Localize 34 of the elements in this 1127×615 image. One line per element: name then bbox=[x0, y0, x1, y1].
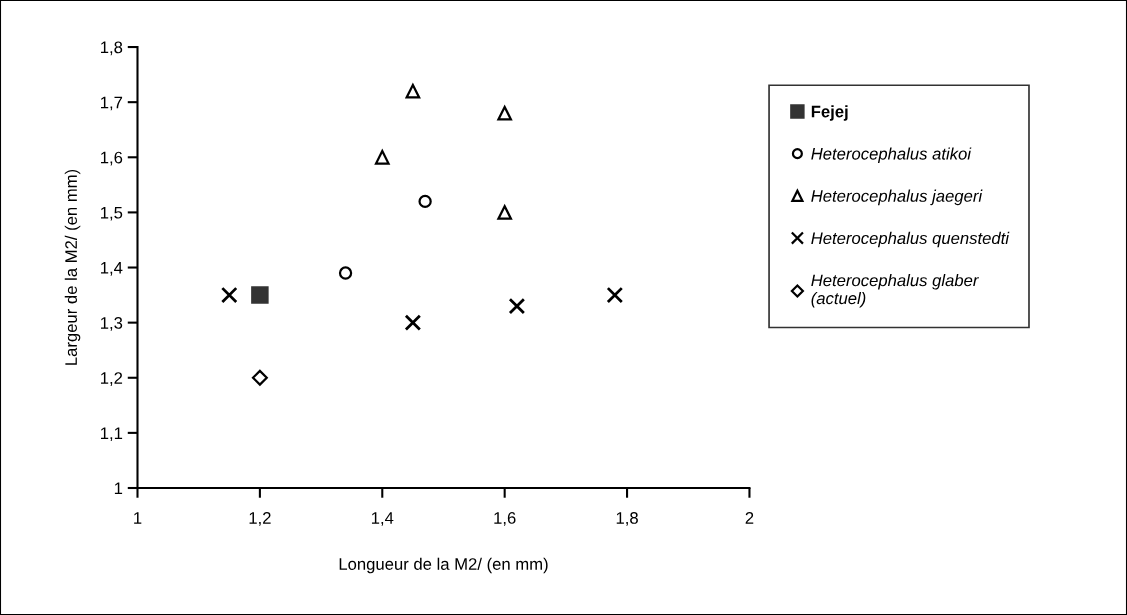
point bbox=[418, 194, 432, 209]
y-tick-label: 1,3 bbox=[101, 317, 123, 331]
y-tick-label: 1,5 bbox=[101, 206, 123, 221]
x-axis-title: Longueur de la M2/ (en mm) bbox=[339, 557, 548, 574]
point bbox=[606, 286, 624, 304]
x-tick-label: 2 bbox=[745, 512, 754, 524]
legend-label: Heterocephalus glaber (actuel) bbox=[811, 274, 979, 308]
y-tick-label: 1,6 bbox=[101, 151, 123, 166]
legend-label: Heterocephalus atikoi bbox=[811, 147, 972, 163]
x-tick-label: 1,4 bbox=[371, 512, 394, 526]
y-tick-label: 1,7 bbox=[101, 96, 123, 111]
y-tick-label: 1,1 bbox=[101, 427, 123, 442]
point bbox=[220, 286, 238, 304]
x-tick-label: 1 bbox=[134, 512, 142, 524]
y-tick-label: 1,4 bbox=[101, 262, 123, 276]
point bbox=[374, 149, 390, 165]
legend-label: Fejej bbox=[811, 105, 848, 121]
point bbox=[405, 83, 421, 99]
y-tick-label: 1,8 bbox=[101, 41, 123, 56]
point bbox=[251, 286, 269, 304]
y-axis-title: Largeur de la M2/ (en mm) bbox=[64, 169, 81, 365]
point bbox=[497, 105, 513, 121]
point bbox=[497, 205, 513, 220]
point bbox=[338, 266, 353, 280]
legend-label: Heterocephalus jaegeri bbox=[811, 189, 983, 206]
point bbox=[508, 297, 526, 315]
x-tick-label: 1,2 bbox=[249, 512, 271, 526]
point bbox=[404, 314, 422, 331]
x-tick-label: 1,6 bbox=[494, 512, 516, 526]
legend-label: Heterocephalus quenstedti bbox=[811, 231, 1010, 248]
y-tick-label: 1 bbox=[114, 482, 123, 495]
y-tick-label: 1,2 bbox=[101, 372, 123, 386]
point bbox=[251, 369, 268, 386]
x-tick-label: 1,8 bbox=[616, 512, 638, 526]
